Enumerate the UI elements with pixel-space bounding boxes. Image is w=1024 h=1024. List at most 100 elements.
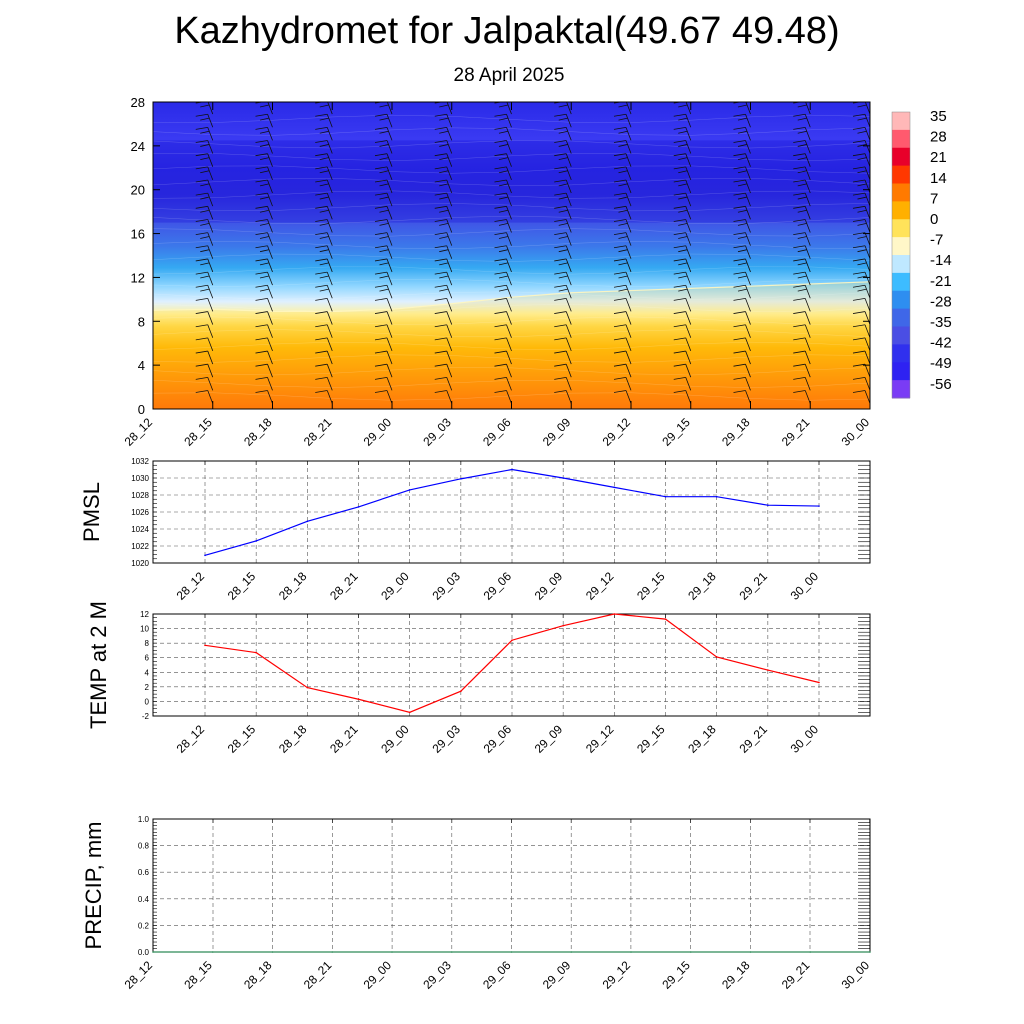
y-tick-label: 2 [145, 683, 150, 692]
wind-barb [315, 245, 333, 259]
x-tick-label: 28_15 [225, 569, 259, 603]
barb-flag [678, 130, 688, 134]
barb-flag [200, 249, 210, 253]
colorbar-segment [892, 129, 910, 149]
barb-staff [864, 153, 870, 167]
barb-flag [498, 249, 509, 253]
barb-staff [207, 153, 214, 167]
y-tick-label: 1024 [131, 525, 149, 534]
barb-flag [857, 104, 867, 108]
barb-staff [864, 114, 870, 128]
precip-point [450, 951, 453, 953]
barb-flag [259, 275, 270, 279]
wind-barb [255, 205, 273, 220]
barb-staff [864, 298, 870, 312]
wind-barb [852, 113, 870, 128]
barb-flag [797, 144, 807, 147]
wind-barb [195, 219, 214, 233]
barb-staff [326, 127, 333, 141]
wind-barb [315, 298, 333, 312]
barb-staff [625, 245, 632, 259]
barb-staff [153, 376, 154, 378]
barb-flag [554, 140, 567, 143]
wind-barb [315, 271, 333, 286]
colorbar-segment [892, 165, 910, 184]
wind-barb [494, 113, 512, 128]
barb-flag [793, 126, 806, 130]
barb-flag [852, 258, 866, 262]
barb-flag [494, 284, 507, 288]
x-tick-label: 29_00 [361, 415, 395, 449]
barb-flag [315, 153, 328, 157]
barb-flag [136, 351, 148, 353]
wind-barb [494, 363, 512, 378]
barb-staff [207, 179, 214, 194]
barb-flag [737, 249, 748, 253]
barb-staff [386, 324, 393, 338]
barb-flag [200, 222, 210, 226]
barb-flag [797, 209, 807, 213]
barb-flag [793, 140, 806, 143]
barb-staff [506, 153, 512, 167]
wind-barb [733, 219, 751, 233]
barb-flag [852, 350, 866, 354]
barb-flag [195, 166, 208, 170]
barb-staff [153, 165, 154, 167]
barb-flag [793, 192, 806, 196]
barb-staff [745, 245, 751, 259]
barb-staff [326, 324, 333, 338]
wind-barb [255, 126, 273, 141]
barb-flag [141, 171, 150, 173]
barb-staff [207, 298, 214, 312]
temp-point [767, 669, 769, 671]
barb-staff [745, 324, 751, 338]
wind-barb [554, 179, 572, 194]
barb-flag [498, 117, 509, 121]
barb-staff [267, 153, 273, 167]
barb-flag [195, 284, 208, 288]
pmsl-point [255, 540, 257, 542]
wind-barb [852, 126, 870, 141]
barb-staff [745, 206, 751, 220]
barb-flag [733, 232, 746, 236]
barb-staff [153, 218, 154, 220]
wind-barb [315, 232, 333, 246]
barb-flag [498, 144, 509, 147]
x-tick-label: 29_15 [634, 722, 668, 756]
barb-flag [737, 170, 748, 174]
barb-flag [797, 117, 807, 121]
wind-barb [434, 245, 453, 259]
wind-barb [494, 232, 512, 246]
barb-staff [625, 232, 632, 246]
barb-flag [434, 258, 447, 262]
wind-barb [255, 363, 273, 378]
barb-flag [374, 258, 388, 262]
barb-staff [685, 390, 692, 404]
barb-staff [804, 337, 811, 352]
barb-flag [255, 140, 268, 143]
barb-staff [745, 337, 751, 352]
wind-barb [374, 363, 393, 378]
wind-barb [315, 350, 333, 365]
wind-barb [255, 376, 273, 391]
wind-barb [852, 337, 870, 352]
wind-barb [434, 271, 453, 286]
barb-flag [141, 118, 150, 120]
colorbar-segment [892, 201, 910, 220]
barb-staff [804, 364, 811, 378]
wind-barb [374, 205, 393, 220]
colorbar-segment [892, 272, 910, 292]
barb-flag [498, 196, 509, 200]
barb-staff [207, 337, 214, 352]
barb-flag [255, 205, 268, 209]
wind-barb [673, 192, 692, 207]
wind-barb [434, 363, 453, 378]
barb-flag [852, 166, 866, 170]
barb-staff [685, 298, 692, 312]
barb-flag [494, 113, 507, 117]
barb-staff [267, 324, 273, 338]
wind-barb [255, 232, 273, 246]
barb-staff [386, 232, 393, 246]
barb-staff [506, 102, 512, 115]
y-tick-label: 1020 [131, 559, 149, 568]
